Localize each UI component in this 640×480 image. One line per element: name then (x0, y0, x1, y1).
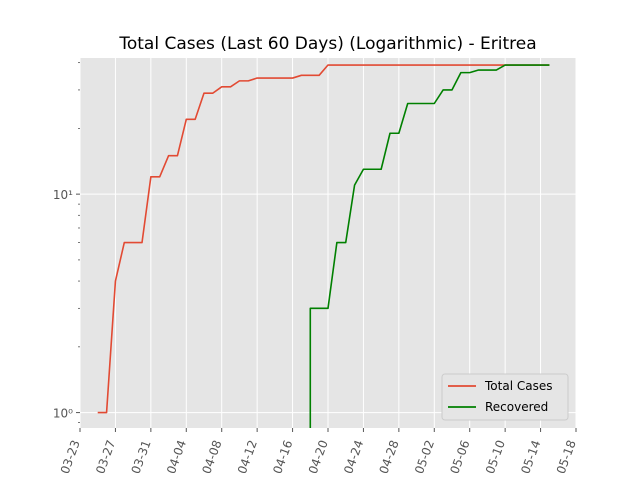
x-tick-label: 04-20 (306, 438, 331, 476)
x-tick-label: 04-04 (164, 438, 189, 476)
y-tick-label: 10⁰ (53, 407, 73, 421)
series-layer (97, 64, 550, 428)
y-tick-label: 10¹ (53, 188, 73, 202)
series-line-1 (309, 64, 550, 428)
grid-lines (79, 58, 577, 428)
x-tick-label: 05-02 (412, 438, 437, 476)
x-tick-label: 05-10 (483, 438, 508, 476)
x-tick-label: 04-24 (341, 438, 366, 476)
x-tick-label: 05-18 (554, 438, 579, 476)
x-tick-label: 04-16 (270, 438, 295, 476)
chart-title: Total Cases (Last 60 Days) (Logarithmic)… (118, 34, 536, 54)
series-line-0 (97, 64, 550, 414)
legend-label: Total Cases (484, 379, 552, 393)
legend-label: Recovered (485, 400, 548, 414)
x-tick-label: 04-08 (199, 438, 224, 476)
x-tick-label: 05-06 (447, 438, 472, 476)
x-tick-label: 03-31 (129, 438, 154, 476)
x-tick-label: 05-14 (518, 438, 543, 476)
axis-ticks: 03-23 03-27 03-31 04-04 04-08 04-12 04-16 04-20… (53, 62, 579, 476)
x-tick-label: 03-27 (93, 438, 118, 476)
x-tick-label: 04-12 (235, 438, 260, 476)
legend: Total Cases Recovered (441, 373, 569, 421)
x-tick-label: 04-28 (377, 438, 402, 476)
x-tick-label: 03-23 (58, 438, 83, 476)
